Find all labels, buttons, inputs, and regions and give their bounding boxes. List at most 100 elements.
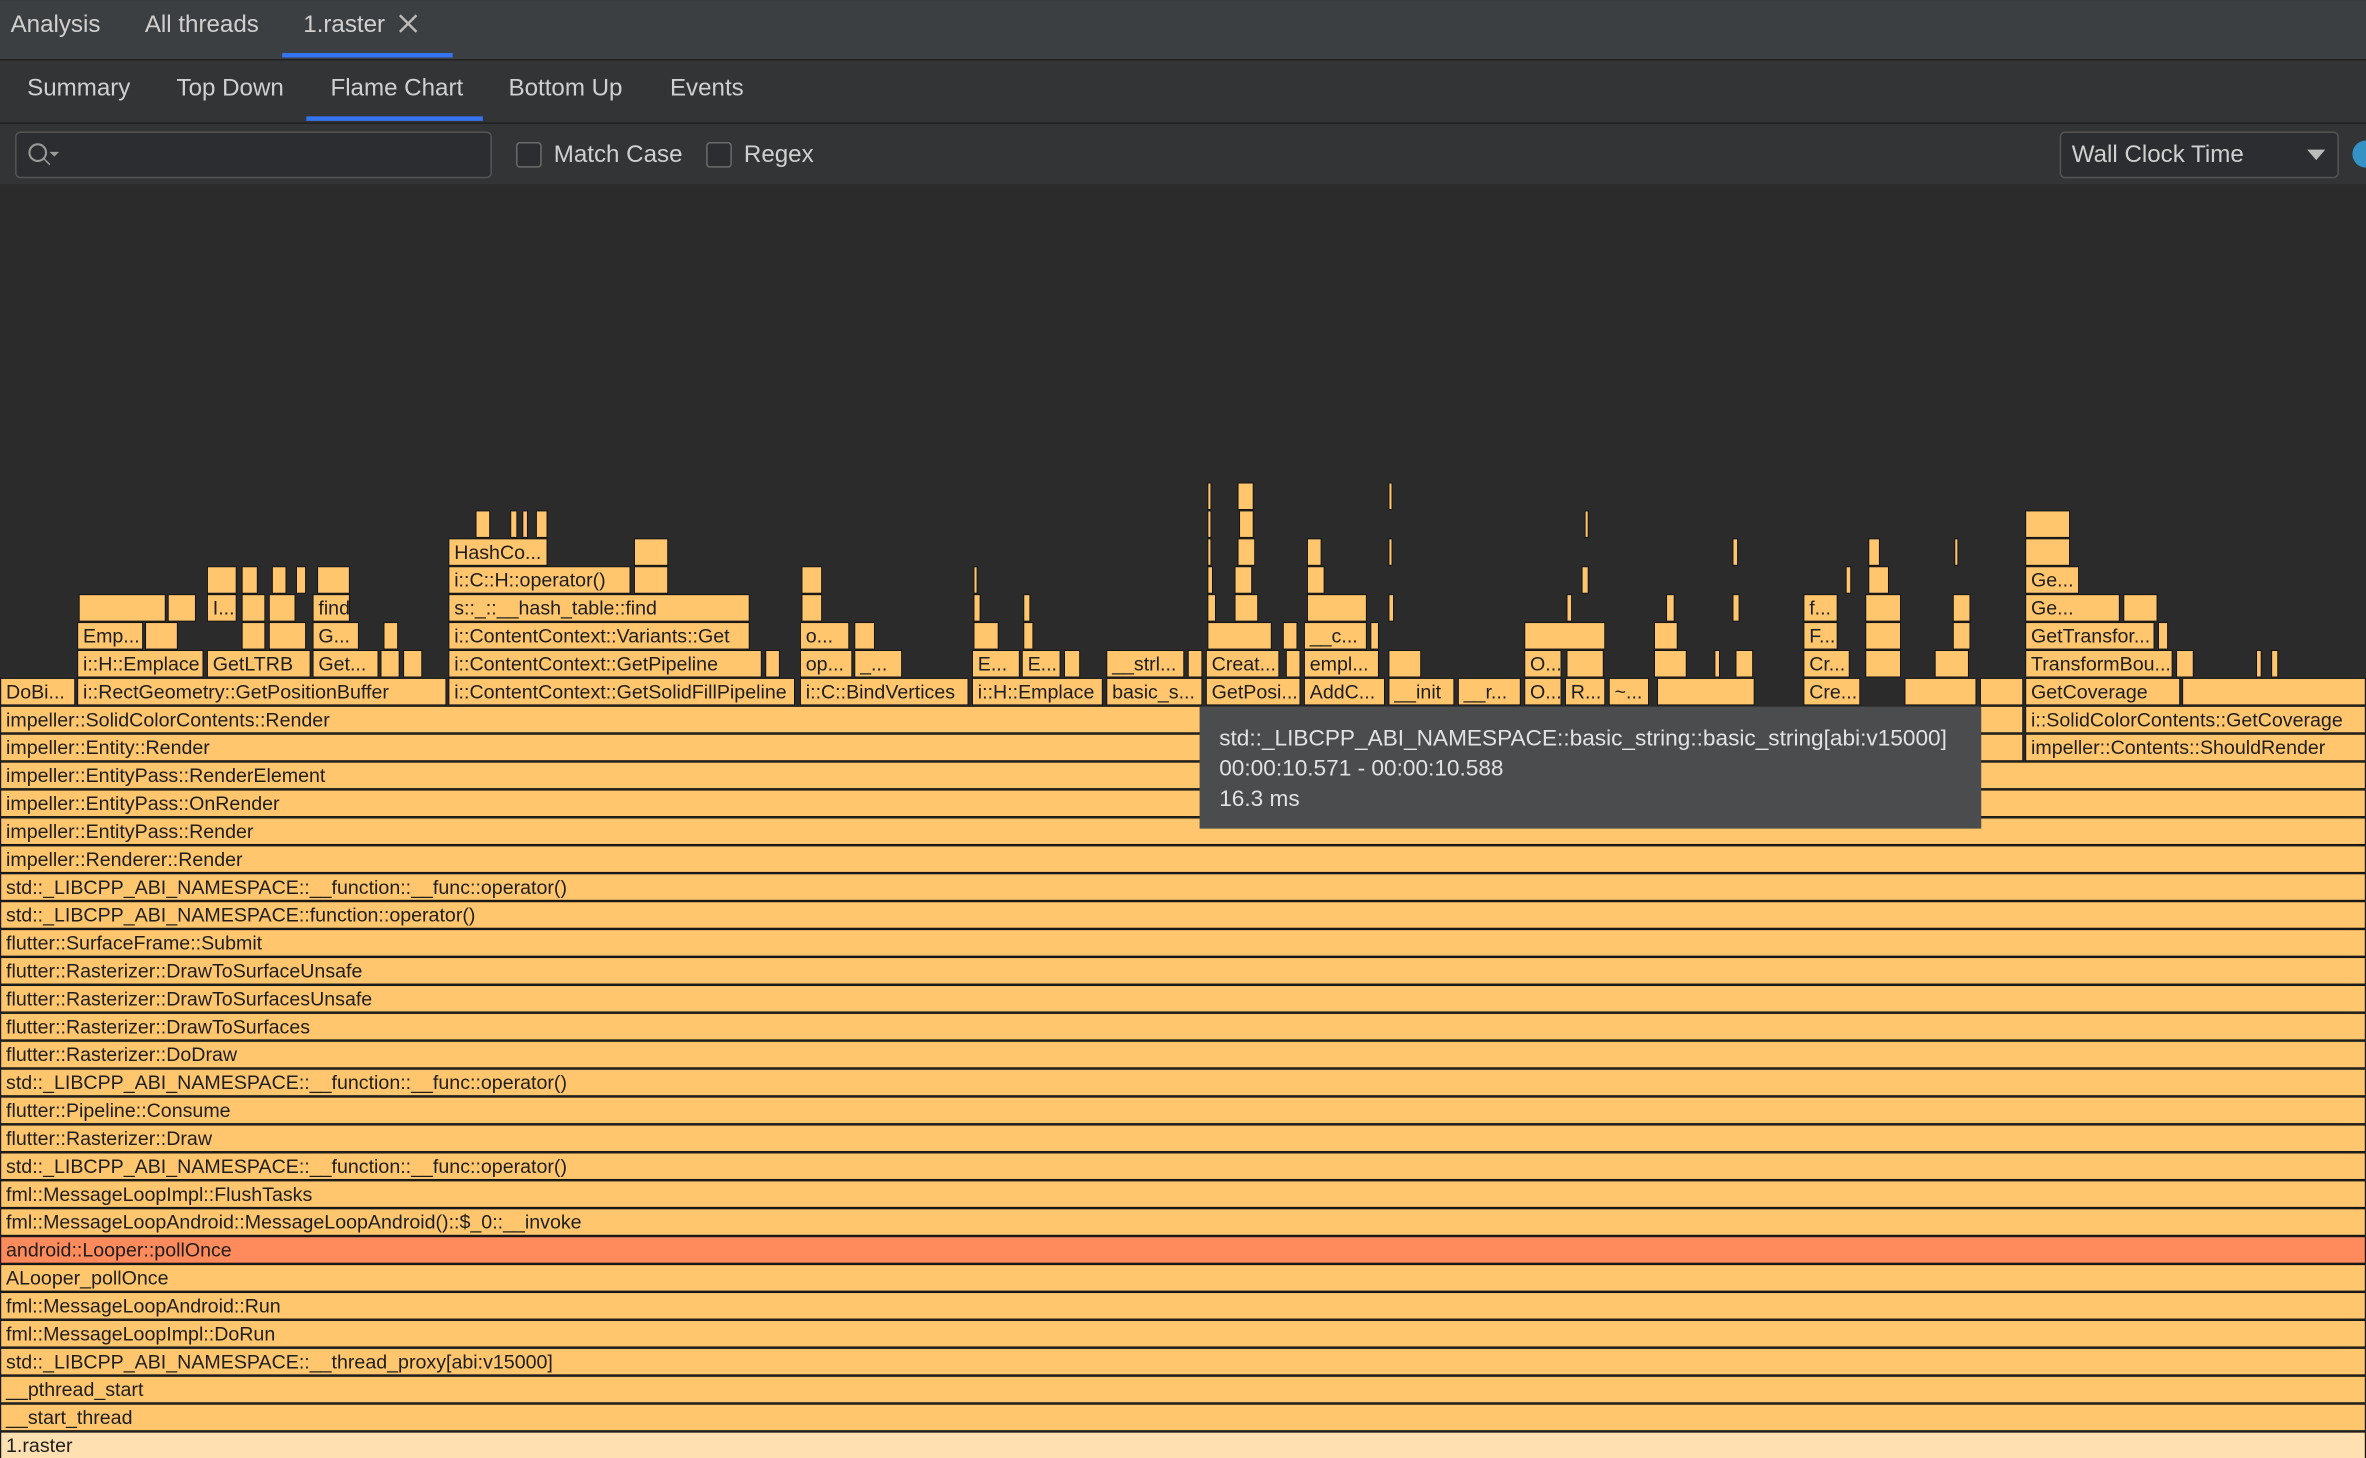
frame-label: i::C::H::operator() xyxy=(454,570,605,592)
frame-label: fml::MessageLoopImpl::FlushTasks xyxy=(6,1184,312,1206)
checkbox-label[interactable]: Match Case xyxy=(554,141,683,168)
frame-label: Ge... xyxy=(2031,598,2074,620)
frame-label: i::RectGeometry::GetPositionBuffer xyxy=(83,681,389,703)
frame xyxy=(0,1152,2366,1180)
frame xyxy=(0,1403,2366,1432)
frame xyxy=(1868,566,1889,594)
frame xyxy=(2123,594,2158,622)
tab[interactable]: Analysis xyxy=(11,11,101,38)
subtab[interactable]: Bottom Up xyxy=(509,75,623,102)
frame xyxy=(973,622,999,650)
frame xyxy=(1207,594,1216,622)
frame-label: GetCoverage xyxy=(2031,681,2148,703)
subtab[interactable]: Flame Chart xyxy=(330,75,463,102)
frame-label: 1.raster xyxy=(6,1435,73,1457)
frame xyxy=(0,873,2366,901)
frame-label: E... xyxy=(978,653,1007,675)
frame xyxy=(448,594,750,622)
frame xyxy=(296,566,307,594)
frame-label: std::_LIBCPP_ABI_NAMESPACE::__function::… xyxy=(6,1072,567,1094)
frame-label: flutter::Rasterizer::DrawToSurfacesUnsaf… xyxy=(6,988,372,1010)
dropdown-label[interactable]: Wall Clock Time xyxy=(2072,141,2244,168)
search-box[interactable] xyxy=(15,131,492,179)
frame xyxy=(1732,594,1740,622)
subtab[interactable]: Events xyxy=(670,75,744,102)
frame xyxy=(448,566,631,594)
frame xyxy=(268,594,296,622)
frame-label: flutter::Rasterizer::DrawToSurfaceUnsafe xyxy=(6,961,362,983)
frame xyxy=(1388,594,1394,622)
frame xyxy=(1666,594,1675,622)
frame xyxy=(1388,482,1393,510)
frame xyxy=(1307,594,1367,622)
checkbox[interactable] xyxy=(706,142,732,168)
frame xyxy=(2025,566,2080,594)
frame xyxy=(77,677,447,706)
frame xyxy=(1865,622,1901,650)
frame-label: flutter::Rasterizer::Draw xyxy=(6,1128,213,1150)
close-icon[interactable] xyxy=(399,14,418,33)
frame xyxy=(1845,566,1852,594)
subtab[interactable]: Summary xyxy=(27,75,131,102)
frame xyxy=(1803,650,1850,678)
frame-label: Ge... xyxy=(2031,570,2074,592)
frame xyxy=(510,510,518,538)
frame-label: R... xyxy=(1571,681,1602,703)
frame xyxy=(1307,566,1325,594)
frame xyxy=(0,845,2366,873)
frame xyxy=(0,1236,2366,1264)
frame xyxy=(1021,650,1061,678)
frame xyxy=(1980,677,2024,706)
tab[interactable]: 1.raster xyxy=(303,11,385,38)
frame xyxy=(241,622,266,650)
frame xyxy=(1106,650,1185,678)
frame xyxy=(145,622,178,650)
tab[interactable]: All threads xyxy=(145,11,259,38)
frame xyxy=(634,566,669,594)
dropdown[interactable] xyxy=(2059,131,2339,179)
frame xyxy=(2271,650,2279,678)
frame xyxy=(1581,566,1589,594)
frame xyxy=(1388,677,1455,706)
frame xyxy=(1207,482,1212,510)
frame-label: impeller::Contents::ShouldRender xyxy=(2031,737,2326,759)
frame-label: __c... xyxy=(1309,626,1358,648)
frame-label: i::H::Emplace xyxy=(978,681,1095,703)
frame xyxy=(1207,510,1212,538)
frame-label: s::_::__hash_table::find xyxy=(454,598,657,620)
checkbox-label[interactable]: Regex xyxy=(744,141,814,168)
frame xyxy=(0,1040,2366,1069)
frame xyxy=(800,622,850,650)
frame xyxy=(0,1012,2366,1041)
frame xyxy=(475,510,491,538)
frame xyxy=(1735,650,1754,678)
frame xyxy=(1023,594,1031,622)
frame xyxy=(241,566,258,594)
frame xyxy=(1234,566,1253,594)
frame-label: basic_s... xyxy=(1112,681,1195,703)
frame-label: std::_LIBCPP_ABI_NAMESPACE::__thread_pro… xyxy=(6,1351,553,1373)
frame-label: i::ContentContext::GetPipeline xyxy=(454,653,718,675)
frame xyxy=(2025,650,2173,678)
frame xyxy=(1457,677,1521,706)
frame-label: flutter::Rasterizer::DoDraw xyxy=(6,1044,238,1066)
frame-label: f... xyxy=(1809,598,1831,620)
subtab-underline xyxy=(306,116,483,121)
frame xyxy=(2256,650,2262,678)
tooltip: std::_LIBCPP_ABI_NAMESPACE::basic_string… xyxy=(1199,706,1982,829)
frame xyxy=(312,650,379,678)
frame xyxy=(383,622,399,650)
frame-label: impeller::Entity::Render xyxy=(6,737,210,759)
subtab[interactable]: Top Down xyxy=(177,75,284,102)
frame-label: flutter::Rasterizer::DrawToSurfaces xyxy=(6,1016,310,1038)
frame xyxy=(0,677,76,706)
frame xyxy=(0,1431,2366,1458)
frame xyxy=(77,622,144,650)
frame xyxy=(1304,650,1379,678)
frame xyxy=(1865,650,1901,678)
frame xyxy=(241,594,266,622)
frame xyxy=(403,650,423,678)
checkbox[interactable] xyxy=(516,142,542,168)
dropdown-arrow xyxy=(2307,149,2326,161)
help-icon[interactable] xyxy=(2352,140,2366,168)
